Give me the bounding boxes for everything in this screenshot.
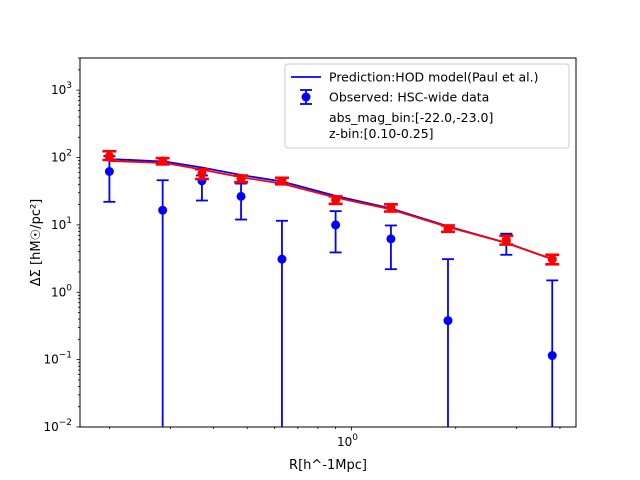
data-point	[104, 151, 114, 161]
legend-box	[284, 63, 570, 149]
legend: Prediction:HOD model(Paul et al.) Observe…	[284, 63, 570, 149]
y-axis-label: ΔΣ [hM☉/pc²]	[29, 199, 44, 286]
data-point	[236, 173, 246, 183]
data-point	[236, 191, 246, 201]
data-point	[386, 234, 396, 244]
data-point	[197, 168, 207, 178]
data-point	[277, 176, 287, 186]
x-tick-labels: 100	[337, 433, 358, 449]
legend-entry-label: Observed: HSC-wide data	[329, 90, 489, 105]
series-line	[109, 160, 553, 260]
legend-entry-label: Prediction:HOD model(Paul et al.)	[329, 70, 539, 85]
y-tick-label: 101	[51, 216, 72, 232]
legend-annotation: z-bin:[0.10-0.25]	[329, 126, 434, 141]
plot-marks	[102, 149, 560, 427]
data-point	[158, 156, 168, 166]
axis-ticks	[76, 57, 561, 431]
data-point	[277, 254, 287, 264]
y-tick-label: 103	[51, 81, 72, 97]
data-point	[443, 316, 453, 326]
x-axis-label: R[h^-1Mpc]	[289, 458, 367, 473]
data-point	[104, 167, 114, 177]
y-tick-label: 100	[51, 283, 72, 299]
legend-marker-swatch	[301, 92, 311, 102]
y-tick-label: 10−2	[43, 418, 72, 434]
series-layer	[102, 149, 560, 427]
legend-annotation: abs_mag_bin:[-22.0,-23.0]	[329, 110, 493, 125]
data-point	[158, 205, 168, 215]
y-tick-labels: 10−2 10−1 100 101 102 103	[43, 81, 72, 434]
data-point	[331, 220, 341, 230]
data-point	[547, 254, 557, 264]
series-2	[109, 160, 553, 260]
x-tick-label: 100	[337, 433, 358, 449]
y-tick-label: 10−1	[43, 351, 72, 367]
data-point	[443, 224, 453, 234]
data-point	[547, 351, 557, 361]
data-point	[386, 203, 396, 213]
data-point	[501, 235, 511, 245]
series-3	[102, 149, 560, 266]
y-tick-label: 102	[51, 149, 72, 165]
data-point	[331, 195, 341, 205]
